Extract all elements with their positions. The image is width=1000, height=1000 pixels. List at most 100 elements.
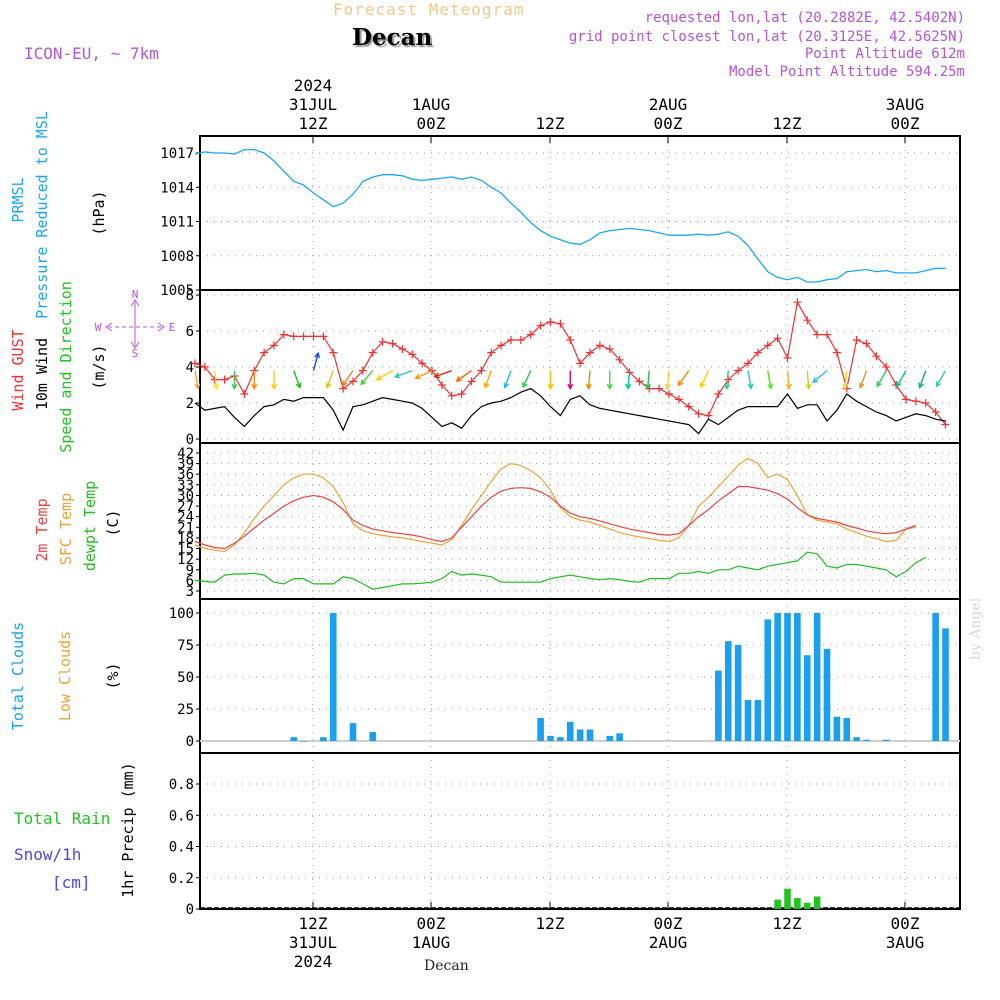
rain-bar bbox=[803, 902, 811, 909]
wind-arrow bbox=[812, 370, 828, 384]
wind-arrow-shaft bbox=[484, 370, 492, 388]
gust-marker bbox=[872, 352, 881, 361]
gust-marker bbox=[823, 330, 831, 339]
rain-bar bbox=[784, 888, 791, 909]
total-clouds-label: Total Clouds bbox=[9, 622, 27, 730]
gust-marker bbox=[793, 298, 802, 307]
precip-unit: 1hr Precip (mm) bbox=[119, 762, 137, 897]
cloud-bar bbox=[803, 655, 811, 741]
wind-arrow-shaft bbox=[194, 370, 199, 389]
gust-marker bbox=[763, 341, 772, 350]
wind-arrow-head bbox=[375, 374, 382, 381]
x-tick-label: 12Z bbox=[536, 914, 565, 933]
wind-arrow bbox=[724, 370, 731, 390]
wind-arrow bbox=[341, 370, 354, 387]
wind-arrow-shaft bbox=[767, 370, 772, 389]
footer-place: Decan bbox=[424, 958, 469, 974]
x-tick-label: 12Z bbox=[773, 114, 802, 133]
wind-arrow-shaft bbox=[504, 370, 512, 388]
gust-marker bbox=[586, 348, 594, 357]
wind-arrow-shaft bbox=[876, 370, 887, 387]
wind-arrow-shaft bbox=[725, 370, 729, 389]
compass-n: N bbox=[132, 288, 139, 301]
cloud-bar bbox=[606, 735, 614, 741]
dewpt-line bbox=[194, 551, 927, 590]
gust-marker bbox=[299, 332, 308, 341]
gust-marker bbox=[339, 384, 348, 393]
wind-arrow-head bbox=[918, 382, 924, 389]
wind-arrow-head bbox=[325, 382, 332, 389]
wind-arrow-head bbox=[503, 382, 510, 389]
x-year-label: 2024 bbox=[294, 76, 333, 95]
wind-arrow-shaft bbox=[434, 369, 452, 378]
cloud-bar bbox=[764, 619, 772, 741]
gust-marker bbox=[684, 402, 693, 411]
wind-unit: (m/s) bbox=[90, 344, 108, 389]
y-tick-label: 6 bbox=[186, 324, 194, 340]
y-tick-label: 18 bbox=[177, 531, 194, 547]
cloud-bar bbox=[724, 641, 732, 741]
wind-label: 10m Wind bbox=[33, 338, 51, 410]
gust-marker bbox=[635, 377, 644, 386]
cloud-bar bbox=[784, 613, 791, 741]
wind-arrow-head bbox=[767, 383, 774, 390]
gust-marker bbox=[378, 337, 387, 346]
gust-marker bbox=[507, 336, 515, 344]
cloud-bar bbox=[833, 716, 841, 741]
watermark: by Angel bbox=[968, 597, 984, 660]
y-tick-label: 9 bbox=[186, 563, 194, 579]
gust-marker bbox=[536, 321, 545, 330]
wind-arrow bbox=[251, 370, 258, 391]
x-date-label: 3AUG bbox=[886, 95, 925, 114]
wind-arrow-head bbox=[645, 383, 652, 390]
panel-pressure: 1005 1008 1011 1014 1017 bbox=[160, 135, 961, 299]
model-altitude: Model Point Altitude 594.25m bbox=[728, 64, 965, 80]
wind-arrow bbox=[935, 370, 947, 388]
y-tick-label: 0 bbox=[186, 902, 194, 918]
wind-arrow-head bbox=[433, 372, 440, 379]
wind-arrow bbox=[747, 370, 754, 390]
wind-arrow-shaft bbox=[415, 369, 433, 379]
wind-arrow-head bbox=[522, 381, 528, 389]
gust-marker bbox=[200, 363, 209, 371]
x-year-label: 2024 bbox=[294, 952, 333, 971]
cloud-bar bbox=[566, 721, 574, 741]
wind-arrow-head bbox=[270, 383, 278, 391]
wind-arrow bbox=[785, 370, 792, 390]
wind-arrow-head bbox=[812, 377, 819, 384]
cloud-bar bbox=[349, 723, 357, 741]
wind-arrow bbox=[567, 370, 574, 391]
wind-arrow bbox=[858, 370, 868, 389]
gust-marker bbox=[852, 336, 861, 344]
gust-marker bbox=[526, 330, 535, 339]
gust-marker bbox=[497, 341, 506, 350]
wind-arrow-head bbox=[341, 380, 348, 387]
cloud-bar bbox=[537, 717, 544, 741]
wind-arrow-head bbox=[314, 351, 321, 359]
wind-arrow bbox=[645, 370, 652, 390]
y-tick-label: 1011 bbox=[160, 215, 194, 231]
gust-marker bbox=[220, 375, 229, 384]
compass-s: S bbox=[132, 347, 139, 360]
rain-bar bbox=[774, 899, 781, 909]
x-tick-label: 00Z bbox=[417, 114, 446, 133]
cloud-bar bbox=[616, 733, 623, 741]
cloud-bar bbox=[774, 613, 781, 741]
y-tick-label: 50 bbox=[177, 670, 194, 686]
wind-arrow bbox=[293, 370, 302, 389]
gust-marker bbox=[744, 359, 752, 368]
wind-arrow-shaft bbox=[627, 370, 631, 389]
gust-marker bbox=[191, 359, 199, 368]
wind-arrow-head bbox=[785, 383, 792, 390]
wind-arrow bbox=[325, 370, 334, 389]
gust-marker bbox=[921, 399, 930, 407]
y-tick-label: 100 bbox=[169, 606, 194, 622]
gust-marker bbox=[398, 345, 407, 353]
panel-border bbox=[199, 135, 961, 291]
point-altitude: Point Altitude 612m bbox=[804, 46, 965, 62]
gust-marker bbox=[753, 348, 762, 357]
cloud-bar bbox=[813, 613, 821, 741]
wind-arrow bbox=[503, 370, 512, 389]
wind-arrow-head bbox=[212, 383, 219, 390]
gust-marker bbox=[783, 354, 792, 362]
